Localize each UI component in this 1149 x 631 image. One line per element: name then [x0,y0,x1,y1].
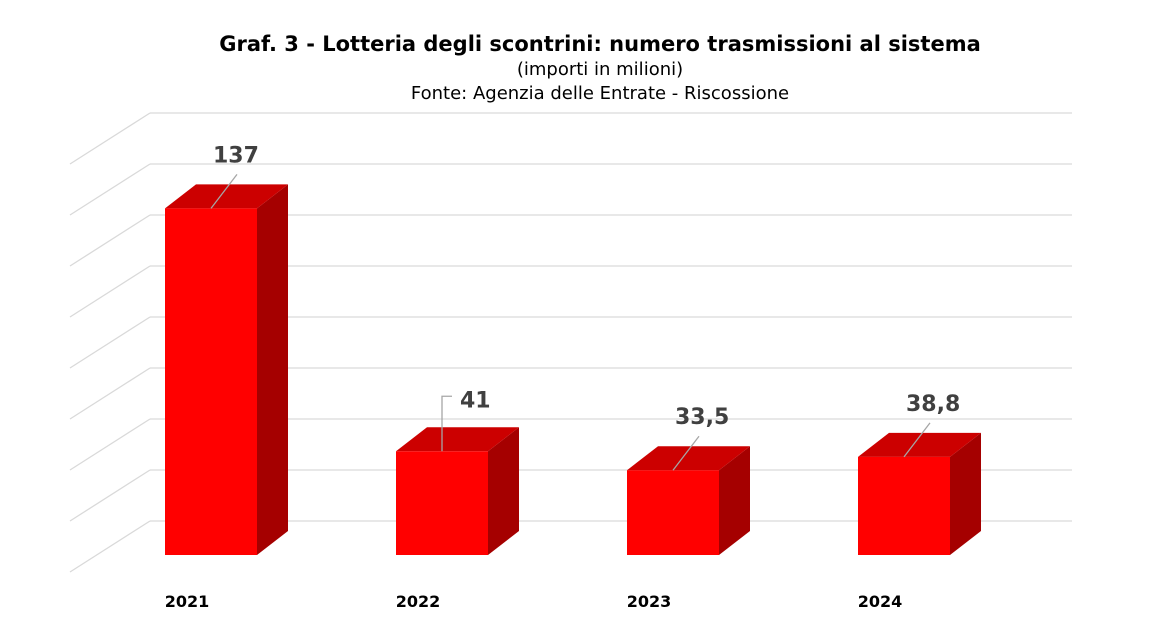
gridline-side [69,520,151,573]
gridline-side [69,469,151,522]
bar-side-2021 [257,184,288,555]
gridline-side [69,316,151,369]
gridline-side [69,265,151,318]
gridline-side [69,367,151,420]
bar-side-2024 [950,432,981,555]
data-label-2022: 41 [460,388,491,413]
x-axis-labels: 2021 2022 2023 2024 [165,592,903,611]
bar-top-2023 [627,446,750,471]
bar-2022 [396,451,488,555]
chart-titles: Graf. 3 - Lotteria degli scontrini: nume… [0,30,1149,106]
gridline-side [69,112,151,165]
x-tick-label-2023: 2023 [627,592,672,611]
chart-title: Graf. 3 - Lotteria degli scontrini: nume… [219,32,981,56]
gridline-side [69,418,151,471]
data-label-2021: 137 [213,143,259,168]
bar-2023 [627,470,719,555]
chart-source: Fonte: Agenzia delle Entrate - Riscossio… [410,83,790,104]
bar-2024 [858,456,950,555]
gridline-side [69,214,151,267]
bar-top-2021 [165,184,288,209]
bar-top-2024 [858,432,981,457]
bar-top-2022 [396,427,519,452]
bar-2021 [165,208,257,555]
leader-line-2024 [903,422,931,458]
chart-subtitle: (importi in milioni) [516,59,684,80]
leader-line-2021 [210,173,238,209]
leader-line-2023 [672,435,700,471]
x-tick-label-2021: 2021 [165,592,210,611]
leader-line-2022 [441,395,452,452]
gridline-side [69,163,151,216]
x-tick-label-2022: 2022 [396,592,441,611]
x-tick-label-2024: 2024 [858,592,903,611]
data-label-2023: 33,5 [675,405,729,430]
data-labels: 137 41 33,5 38,8 [210,143,960,471]
data-label-2024: 38,8 [906,392,960,417]
bars [165,184,981,555]
bar-side-2022 [488,427,519,555]
bar-side-2023 [719,446,750,555]
